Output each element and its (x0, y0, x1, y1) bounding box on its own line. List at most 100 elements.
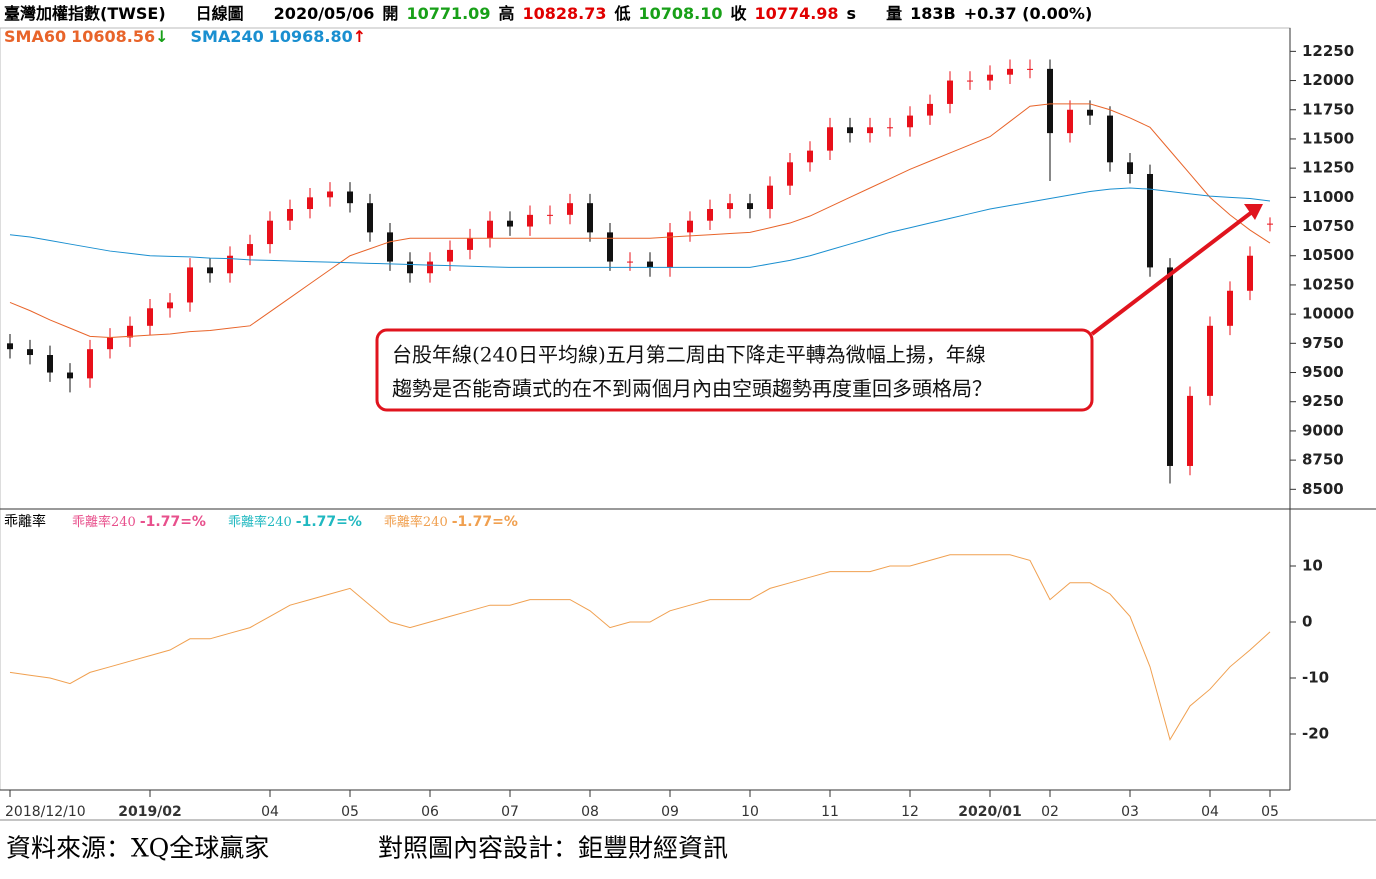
candle-body (767, 185, 773, 210)
y-tick-label: 11250 (1302, 159, 1354, 177)
header-item: 量 (886, 4, 902, 23)
candle-body (867, 127, 873, 134)
candle-body (687, 220, 693, 233)
annotation-arrowhead (1244, 204, 1263, 220)
indicator-legend: 乖離率240 -1.77=% 乖離率240 -1.77=% 乖離率240 -1.77=% (72, 514, 518, 531)
x-tick-label: 2020/01 (958, 804, 1022, 820)
header-item: 10708.10 (639, 4, 723, 23)
header-item: 10828.73 (522, 4, 606, 23)
header-item: 2020/05/06 (274, 4, 375, 23)
x-tick-label: 2018/12/10 (5, 804, 86, 820)
candle-body (967, 80, 973, 82)
legend-suffix: =% (180, 514, 206, 530)
header-item: s (847, 4, 857, 23)
candle-body (127, 325, 133, 338)
candle-body (507, 220, 513, 227)
candle-body (847, 127, 853, 134)
candle-body (87, 349, 93, 379)
sma-line (9, 103, 1271, 338)
candle-body (1047, 68, 1053, 134)
candle-body (427, 261, 433, 274)
candle-body (627, 261, 633, 263)
legend-value: -1.77 (140, 514, 180, 530)
legend-value: 10608.56 (71, 27, 155, 46)
candle-body (567, 203, 573, 215)
y-tick-label: 10250 (1302, 275, 1354, 293)
candle-body (907, 115, 913, 128)
x-tick-label: 06 (421, 804, 439, 820)
legend-name: 乖離率240 (228, 514, 292, 530)
candle-body (1067, 109, 1073, 134)
candle-body (227, 255, 233, 274)
candle-body (287, 209, 293, 221)
candle-body (607, 232, 613, 262)
legend-trend: ↑ (353, 27, 366, 46)
candle-body (1187, 395, 1193, 466)
header-item: 臺灣加權指數(TWSE) (4, 4, 166, 23)
legend: SMA60 10608.56↓ SMA240 10968.80↑ (4, 27, 366, 46)
y-tick-label: 11500 (1302, 129, 1354, 147)
header-item: 收 (731, 4, 747, 23)
legend-name: SMA240 (191, 27, 264, 46)
candle-body (807, 150, 813, 163)
x-tick-label: 08 (581, 804, 599, 820)
candle-body (527, 214, 533, 227)
annotation-arrow (1090, 210, 1254, 336)
header: 臺灣加權指數(TWSE) 日線圖 2020/05/06 開 10771.09 高 10828… (4, 4, 1092, 23)
candle-body (1147, 173, 1153, 268)
candle-body (1207, 325, 1213, 396)
y-tick-label: 8750 (1302, 451, 1344, 469)
y-tick-label: 12250 (1302, 42, 1354, 60)
legend-suffix: =% (492, 514, 518, 530)
x-tick-label: 10 (741, 804, 759, 820)
x-tick-label: 05 (341, 804, 359, 820)
candle-body (827, 127, 833, 151)
candle-body (1007, 68, 1013, 75)
candle-body (27, 349, 33, 356)
indicator-line (9, 554, 1271, 741)
candle-body (927, 103, 933, 116)
y-tick-label: 9000 (1302, 421, 1344, 439)
x-tick-label: 02 (1041, 804, 1059, 820)
y-tick-label: -10 (1302, 669, 1329, 687)
candle-body (407, 261, 413, 274)
legend-suffix: =% (336, 514, 362, 530)
y-tick-label: 10 (1302, 557, 1323, 575)
candle-body (587, 203, 593, 233)
header-item: 10771.09 (406, 4, 490, 23)
y-tick-label: 11750 (1302, 100, 1354, 118)
x-tick-label: 2019/02 (118, 804, 182, 820)
candle-body (647, 261, 653, 268)
x-tick-label: 09 (661, 804, 679, 820)
candle-body (947, 80, 953, 104)
candle-body (1167, 267, 1173, 466)
candle-body (247, 244, 253, 256)
y-tick-label: 9500 (1302, 363, 1344, 381)
candle-body (727, 203, 733, 210)
candle-body (327, 191, 333, 198)
candle-body (367, 203, 373, 233)
candle-body (1027, 68, 1033, 70)
candle-body (347, 191, 353, 204)
candle-body (1127, 162, 1133, 174)
candle-body (487, 220, 493, 239)
x-tick-label: 07 (501, 804, 519, 820)
candle-body (387, 232, 393, 262)
x-tick-label: 12 (901, 804, 919, 820)
candle-body (547, 214, 553, 216)
candle-body (447, 249, 453, 262)
y-tick-label: 10750 (1302, 217, 1354, 235)
y-tick-label: 12000 (1302, 71, 1354, 89)
y-tick-label: 8500 (1302, 480, 1344, 498)
y-tick-label: 10500 (1302, 246, 1354, 264)
candle-body (307, 197, 313, 210)
candle-body (167, 302, 173, 309)
y-tick-label: 0 (1302, 613, 1312, 631)
x-tick-label: 04 (261, 804, 279, 820)
header-item: 日線圖 (196, 4, 244, 23)
annotation-text: 趨勢是否能奇蹟式的在不到兩個月內由空頭趨勢再度重回多頭格局？ (392, 377, 992, 401)
candle-body (467, 238, 473, 250)
candle-body (267, 220, 273, 245)
